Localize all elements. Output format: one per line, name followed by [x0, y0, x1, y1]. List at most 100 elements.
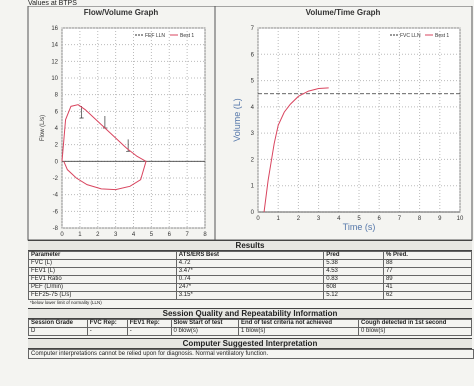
cell: 0 blow(s) — [170, 327, 239, 336]
legend-label: Best 1 — [435, 33, 449, 39]
cell: FVC (L) — [28, 259, 177, 268]
y-tick-label: 5 — [251, 79, 255, 85]
y-tick-label: 6 — [251, 52, 255, 58]
chart-title: Volume/Time Graph — [306, 8, 381, 17]
series-line — [263, 87, 329, 213]
footnote: *below lower limit of normality (LLN) — [30, 300, 102, 305]
cell: 3.15* — [175, 291, 325, 300]
y-label: Volume (L) — [232, 98, 242, 142]
x-tick-label: 6 — [378, 216, 382, 222]
cell: 3.47* — [175, 267, 325, 276]
cell: D — [28, 327, 88, 336]
row: FEV1 Ratio 0.74 0.83 89 — [28, 275, 473, 284]
cell: FVC Rep: — [86, 319, 128, 328]
y-tick-label: -6 — [53, 209, 59, 215]
cell: Cough detected in 1st second — [358, 319, 472, 328]
x-tick-label: 0 — [256, 216, 260, 222]
y-tick-label: 14 — [51, 43, 58, 49]
row: PEF (L/min) 247* 608 41 — [28, 283, 473, 292]
cell: Parameter — [28, 251, 177, 260]
cell: 247* — [175, 283, 325, 292]
row: FEV1 (L) 3.47* 4.53 77 — [28, 267, 473, 276]
cell: 5.12 — [323, 291, 384, 300]
cell: 88 — [382, 259, 473, 268]
row: D--0 blow(s) 1 blow(s) 0 blow(s) — [28, 327, 472, 336]
cell: FEV1 Ratio — [28, 275, 177, 284]
legend-label: FVC LLN — [400, 33, 421, 39]
legend-label: FEF LLN — [145, 33, 165, 39]
series-line — [61, 104, 147, 191]
cell: Slow Start of test — [170, 319, 239, 328]
y-tick-label: -2 — [53, 176, 59, 182]
y-tick-label: 2 — [251, 157, 255, 163]
y-tick-label: -4 — [53, 193, 59, 199]
results-table: Parameter ATS/ERS Best Pred% Pred. FVC (L) 4… — [28, 251, 473, 300]
x-tick-label: 7 — [398, 216, 402, 222]
cell: FEF25-75 (L/s) — [28, 291, 177, 300]
y-tick-label: 0 — [251, 210, 255, 216]
cell: PEF (L/min) — [28, 283, 177, 292]
cell: FEV1 Rep: — [126, 319, 172, 328]
y-tick-label: 1 — [251, 184, 255, 190]
cell: 608 — [323, 283, 384, 292]
y-tick-label: 0 — [55, 159, 59, 165]
cell: 62 — [382, 291, 473, 300]
cell: Session Grade — [28, 319, 88, 328]
cell: ATS/ERS Best — [175, 251, 325, 260]
y-tick-label: -8 — [53, 226, 59, 232]
cell: Pred — [323, 251, 384, 260]
x-tick-label: 5 — [357, 216, 361, 222]
session-table: Session Grade FVC Rep: FEV1 Rep: Slow Start… — [28, 319, 472, 336]
y-tick-label: 12 — [51, 59, 58, 65]
x-tick-label: 7 — [185, 232, 189, 238]
x-tick-label: 2 — [96, 232, 100, 238]
cell: 89 — [382, 275, 473, 284]
y-tick-label: 7 — [251, 26, 255, 32]
x-tick-label: 1 — [277, 216, 281, 222]
y-tick-label: 3 — [251, 131, 255, 137]
cell: FEV1 (L) — [28, 267, 177, 276]
cell: 1 blow(s) — [237, 327, 360, 336]
row: FVC (L) 4.72 5.38 88 — [28, 259, 473, 268]
x-label: Time (s) — [343, 222, 376, 232]
legend-label: Best 1 — [180, 33, 194, 39]
cell: 5.38 — [323, 259, 384, 268]
cell: 41 — [382, 283, 473, 292]
y-tick-label: 4 — [251, 105, 255, 111]
x-tick-label: 3 — [114, 232, 118, 238]
x-tick-label: 10 — [457, 216, 464, 222]
x-tick-label: 2 — [297, 216, 301, 222]
x-tick-label: 4 — [132, 232, 136, 238]
x-tick-label: 5 — [150, 232, 154, 238]
x-tick-label: 4 — [337, 216, 341, 222]
cell: 0.74 — [175, 275, 325, 284]
results-title: Results — [28, 240, 472, 251]
cell: End of test criteria not achieved — [237, 319, 360, 328]
y-label: Flow (L/s) — [40, 115, 46, 141]
cell: % Pred. — [382, 251, 473, 260]
x-tick-label: 8 — [418, 216, 422, 222]
header: Values at BTPS — [28, 0, 77, 7]
interp-text: Computer interpretations cannot be relie… — [28, 349, 474, 359]
x-tick-label: 1 — [78, 232, 82, 238]
lln-marker — [79, 106, 84, 119]
cell: 0 blow(s) — [358, 327, 472, 336]
cell: - — [126, 327, 172, 336]
interp-title: Computer Suggested Interpretation — [28, 338, 472, 349]
y-tick-label: 4 — [55, 126, 59, 132]
y-tick-label: 16 — [51, 26, 58, 32]
y-tick-label: 8 — [55, 93, 59, 99]
y-tick-label: 10 — [51, 76, 58, 82]
cell: 77 — [382, 267, 473, 276]
chart-title: Flow/Volume Graph — [84, 8, 159, 17]
y-tick-label: 6 — [55, 109, 59, 115]
x-tick-label: 3 — [317, 216, 321, 222]
tables: Results Parameter ATS/ERS Best Pred% Pred.… — [0, 240, 474, 359]
row: Session Grade FVC Rep: FEV1 Rep: Slow Start… — [28, 319, 472, 328]
x-tick-label: 6 — [168, 232, 172, 238]
cell: - — [86, 327, 128, 336]
cell: 4.72 — [175, 259, 325, 268]
session-title: Session Quality and Repeatability Inform… — [28, 308, 472, 319]
